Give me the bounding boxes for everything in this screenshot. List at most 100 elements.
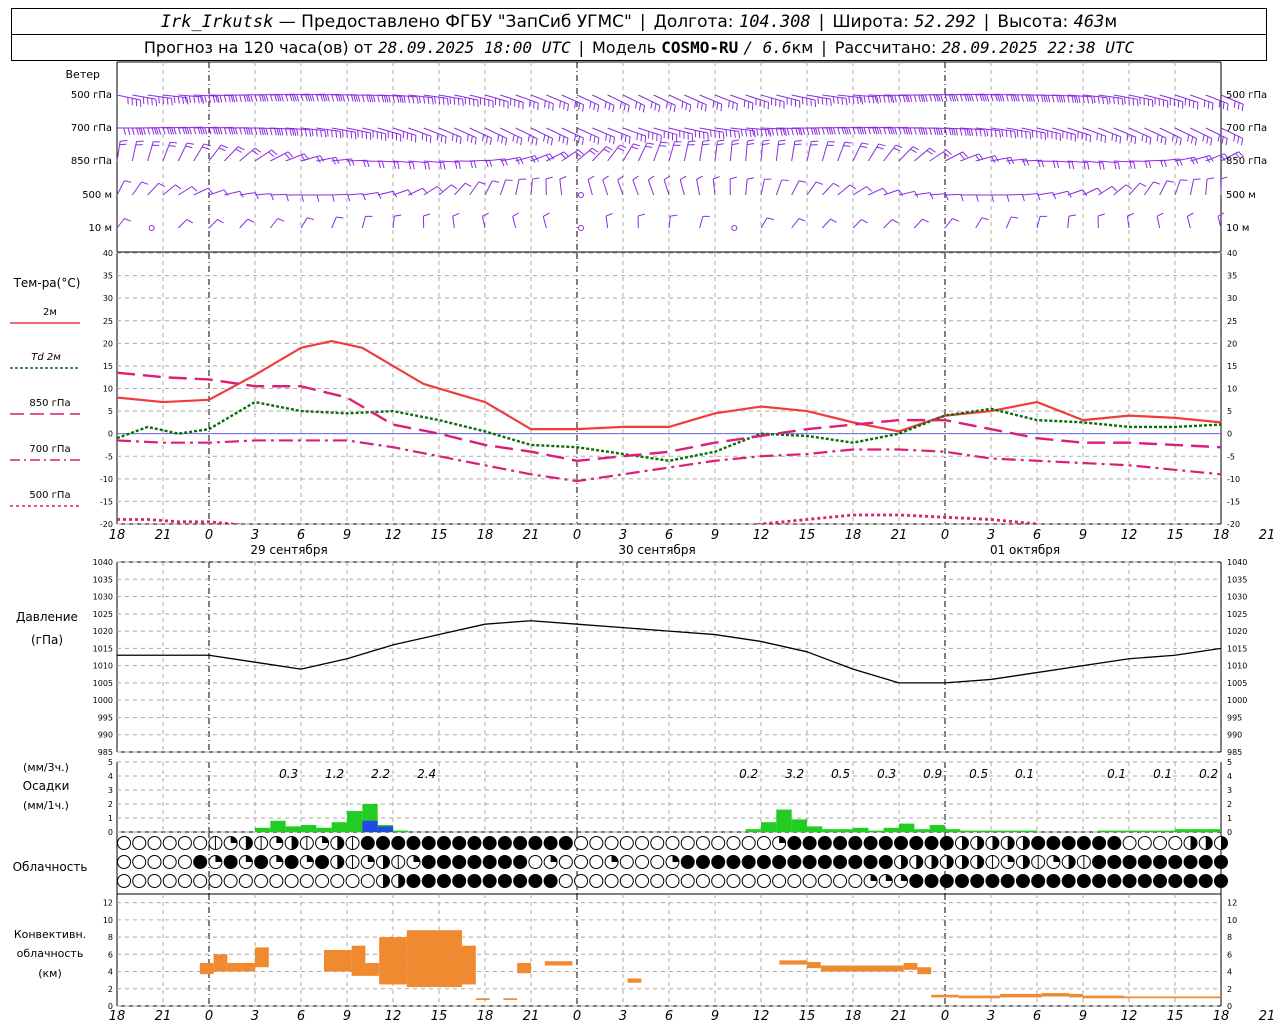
precip-bar xyxy=(791,819,807,832)
barb-flag xyxy=(619,101,622,109)
barb-flag xyxy=(278,128,282,136)
cloud-symbol xyxy=(162,836,177,850)
barb-flag xyxy=(199,127,203,135)
barb-flag xyxy=(357,94,361,102)
barb-flag xyxy=(1087,162,1090,170)
barb-flag xyxy=(1093,96,1096,104)
cloud-symbol xyxy=(315,836,330,850)
cloud-circle xyxy=(833,874,848,888)
cloud-symbol xyxy=(436,855,451,869)
cloud-symbol xyxy=(238,874,253,888)
cloud-symbol xyxy=(635,836,650,850)
barb-flag xyxy=(648,175,655,181)
barb-flag xyxy=(1052,161,1056,169)
barb-flag xyxy=(563,151,570,158)
barb-flag xyxy=(960,194,964,202)
barb-flag xyxy=(459,137,462,145)
cloud-symbol xyxy=(391,836,406,850)
y-tick-label: 40 xyxy=(103,249,113,258)
barb-flag xyxy=(605,146,613,151)
barb-flag xyxy=(859,127,863,135)
barb-flag xyxy=(212,127,216,135)
cloud-circle xyxy=(1168,836,1183,850)
precip-bar xyxy=(822,829,838,832)
wind-barb xyxy=(1128,127,1152,145)
cloud-circle xyxy=(726,874,741,888)
cloud-circle xyxy=(726,836,741,850)
barb-flag xyxy=(729,176,737,180)
hour-label: 9 xyxy=(711,1009,719,1024)
wind-level-label: 500 гПа xyxy=(71,90,112,101)
cloud-circle xyxy=(817,836,832,850)
cloud-symbol xyxy=(376,874,391,888)
barb-flag xyxy=(613,137,615,145)
cloud-symbol xyxy=(924,855,939,869)
cloud-symbol xyxy=(315,855,330,869)
barb-flag xyxy=(533,101,535,109)
precip-bar xyxy=(975,830,991,832)
barb-flag xyxy=(968,94,972,102)
barb-flag xyxy=(543,212,550,217)
barb-flag xyxy=(1141,134,1144,142)
cloud-circle xyxy=(711,874,726,888)
cloud-symbol xyxy=(223,855,238,869)
cloud-circle xyxy=(787,855,802,869)
wind-barb xyxy=(1190,94,1214,111)
barb-flag xyxy=(704,104,707,112)
y-tick-label: 0 xyxy=(108,828,113,837)
precip-total-label: 0.1 xyxy=(1107,767,1126,781)
barb-shaft xyxy=(821,218,831,229)
barb-flag xyxy=(1111,133,1114,141)
barb-flag xyxy=(637,213,645,217)
cloud-circle xyxy=(436,836,451,850)
precip-bar xyxy=(270,820,286,832)
cloud-symbol xyxy=(1107,874,1122,888)
y-tick-label-right: -5 xyxy=(1227,452,1235,461)
barb-flag xyxy=(573,134,577,142)
wind-barb xyxy=(1205,127,1228,146)
cloud-symbol xyxy=(132,855,147,869)
barb-flag xyxy=(208,127,212,135)
barb-flag xyxy=(1062,95,1066,103)
wind-barb xyxy=(632,175,639,196)
cloud-symbol xyxy=(497,874,512,888)
cloud-symbol xyxy=(1061,836,1076,850)
cloud-symbol xyxy=(863,855,878,869)
barb-flag xyxy=(366,94,369,102)
cloud-symbol xyxy=(467,836,482,850)
wind-barb xyxy=(602,175,609,196)
hour-label: 12 xyxy=(1121,528,1138,543)
barb-shaft xyxy=(821,141,829,162)
barb-flag xyxy=(1164,137,1167,146)
wind-barb xyxy=(1082,127,1107,144)
cloud-symbol xyxy=(1076,836,1091,850)
barb-shaft xyxy=(1036,216,1041,229)
barb-flag xyxy=(455,135,458,143)
barb-flag xyxy=(922,94,926,102)
barb-flag xyxy=(743,100,746,108)
cloud-symbol xyxy=(1122,855,1137,869)
barb-shaft xyxy=(605,216,609,229)
cloud-circle xyxy=(939,836,954,850)
barb-flag xyxy=(975,194,979,202)
precip-bar xyxy=(991,830,1007,832)
cloud-symbol xyxy=(1015,836,1030,850)
cloud-symbol xyxy=(1214,874,1228,888)
barb-flag xyxy=(319,155,325,162)
barb-flag xyxy=(722,132,725,140)
cloud-circle xyxy=(117,855,131,869)
barb-flag xyxy=(1238,151,1244,158)
cloud-symbol xyxy=(1153,836,1168,850)
barb-flag xyxy=(658,105,661,113)
wind-barb xyxy=(806,94,832,107)
barb-flag xyxy=(861,97,864,105)
barb-flag xyxy=(778,139,786,142)
barb-flag xyxy=(401,96,404,104)
barb-flag xyxy=(798,180,806,183)
barb-flag xyxy=(650,101,653,109)
barb-flag xyxy=(898,127,902,135)
precip-bar xyxy=(945,829,961,832)
forecast-label: Прогноз на 120 часа(ов) от xyxy=(143,38,373,57)
barb-flag xyxy=(304,129,308,137)
wind-barb xyxy=(1220,127,1244,146)
